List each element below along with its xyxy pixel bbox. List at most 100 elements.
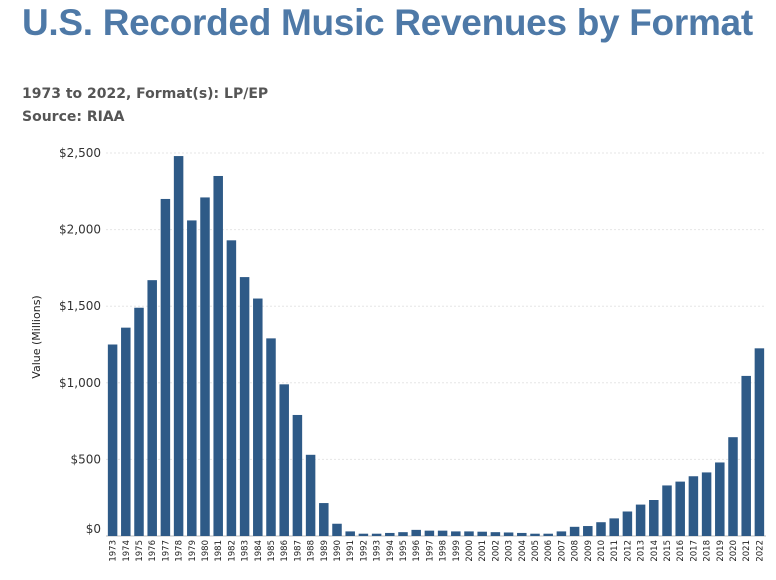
x-tick-label: 1984	[254, 540, 264, 562]
x-tick-label: 1974	[122, 540, 132, 562]
y-tick-label: $2,500	[59, 146, 101, 160]
x-tick-label: 1995	[399, 540, 409, 562]
x-tick-label: 1977	[161, 540, 171, 562]
bar-2003[interactable]	[503, 532, 514, 536]
bar-1974[interactable]	[121, 327, 131, 536]
x-tick-label: 1997	[425, 540, 435, 562]
bar-2012[interactable]	[622, 511, 633, 536]
bar-1996[interactable]	[411, 529, 421, 536]
bar-2009[interactable]	[583, 526, 593, 536]
x-tick-label: 2017	[689, 540, 699, 562]
x-tick-label: 2000	[465, 540, 475, 562]
bar-2002[interactable]	[490, 532, 501, 536]
bar-2007[interactable]	[556, 531, 567, 536]
bar-2013[interactable]	[635, 504, 646, 536]
x-tick-label: 1992	[359, 540, 369, 562]
x-tick-label: 2016	[676, 540, 686, 562]
x-tick-label: 2002	[491, 540, 501, 562]
bar-1997[interactable]	[424, 530, 435, 536]
bar-1987[interactable]	[292, 414, 303, 536]
x-tick-label: 2018	[703, 540, 713, 562]
x-tick-label: 1996	[412, 540, 422, 562]
x-tick-label: 1982	[227, 540, 237, 562]
x-tick-label: 1978	[175, 540, 185, 562]
chart-subtitle: 1973 to 2022, Format(s): LP/EP	[22, 86, 269, 102]
bar-2015[interactable]	[662, 485, 672, 536]
bar-1994[interactable]	[385, 532, 395, 536]
bar-1998[interactable]	[437, 530, 448, 536]
x-tick-label: 2019	[716, 540, 726, 562]
x-tick-label: 1999	[452, 540, 462, 562]
x-tick-label: 1994	[386, 540, 396, 562]
bar-2008[interactable]	[569, 526, 580, 536]
x-tick-label: 2010	[597, 540, 607, 562]
x-tick-label: 1975	[135, 540, 145, 562]
x-tick-label: 1985	[267, 540, 277, 562]
bar-2017[interactable]	[688, 476, 699, 536]
x-axis-ticks: 1973 1974 1975 1976 1977 1978 1979 1980 1981 1982…	[109, 540, 766, 562]
bar-2005[interactable]	[530, 533, 540, 536]
bar-1982[interactable]	[226, 240, 237, 536]
y-tick-label: $500	[70, 452, 101, 466]
bar-1993[interactable]	[371, 533, 382, 536]
x-tick-label: 2015	[663, 540, 673, 562]
bar-2020[interactable]	[728, 437, 738, 536]
x-tick-label: 1980	[201, 540, 211, 562]
bar-2011[interactable]	[609, 518, 619, 536]
bar-1977[interactable]	[160, 198, 171, 536]
y-tick-label: $1,500	[59, 299, 101, 313]
chart-source: Source: RIAA	[22, 109, 125, 125]
x-tick-label: 1993	[373, 540, 383, 562]
bar-2022[interactable]	[754, 348, 765, 536]
x-tick-label: 2003	[505, 540, 515, 562]
x-tick-label: 2009	[584, 540, 594, 562]
x-tick-label: 2008	[571, 540, 581, 562]
bar-2006[interactable]	[543, 533, 553, 536]
x-tick-label: 2012	[623, 540, 633, 562]
bar-1995[interactable]	[398, 532, 408, 536]
x-tick-label: 1998	[439, 540, 449, 562]
bar-2010[interactable]	[596, 522, 606, 536]
bar-1978[interactable]	[173, 156, 184, 536]
chart-title: U.S. Recorded Music Revenues by Format	[22, 2, 753, 43]
bar-1989[interactable]	[319, 503, 329, 536]
bar-1999[interactable]	[451, 531, 461, 536]
x-tick-label: 2021	[742, 540, 752, 562]
bar-1983[interactable]	[239, 277, 250, 536]
bar-1973[interactable]	[107, 344, 118, 537]
x-tick-label: 2006	[544, 540, 554, 562]
x-tick-label: 2013	[637, 540, 647, 562]
bar-2004[interactable]	[517, 532, 527, 536]
bar-1991[interactable]	[345, 531, 355, 536]
x-tick-label: 1990	[333, 540, 343, 562]
x-tick-label: 1988	[307, 540, 317, 562]
bar-1976[interactable]	[147, 280, 157, 536]
bar-1992[interactable]	[358, 533, 369, 536]
bar-2001[interactable]	[477, 531, 487, 536]
bar-1979[interactable]	[187, 220, 197, 536]
bar-2021[interactable]	[741, 375, 751, 536]
bars	[107, 156, 765, 537]
bar-2016[interactable]	[675, 481, 685, 536]
x-tick-label: 1983	[241, 540, 251, 562]
bar-2018[interactable]	[701, 472, 712, 536]
bar-1988[interactable]	[305, 454, 316, 536]
x-tick-label: 2007	[557, 540, 567, 562]
x-tick-label: 1981	[214, 540, 224, 562]
x-tick-label: 2005	[531, 540, 541, 562]
bar-1986[interactable]	[279, 384, 289, 536]
x-tick-label: 2014	[650, 540, 660, 562]
bar-1975[interactable]	[134, 307, 144, 536]
bar-1985[interactable]	[266, 338, 276, 536]
bar-1981[interactable]	[213, 175, 223, 537]
x-tick-label: 1987	[293, 540, 303, 562]
bar-1990[interactable]	[332, 523, 342, 536]
bar-1980[interactable]	[200, 197, 210, 536]
x-tick-label: 2011	[610, 540, 620, 562]
bar-1984[interactable]	[253, 298, 263, 536]
y-tick-label: $2,000	[59, 223, 101, 237]
bar-2014[interactable]	[649, 500, 659, 536]
bar-2000[interactable]	[464, 531, 474, 536]
bar-2019[interactable]	[715, 462, 725, 536]
